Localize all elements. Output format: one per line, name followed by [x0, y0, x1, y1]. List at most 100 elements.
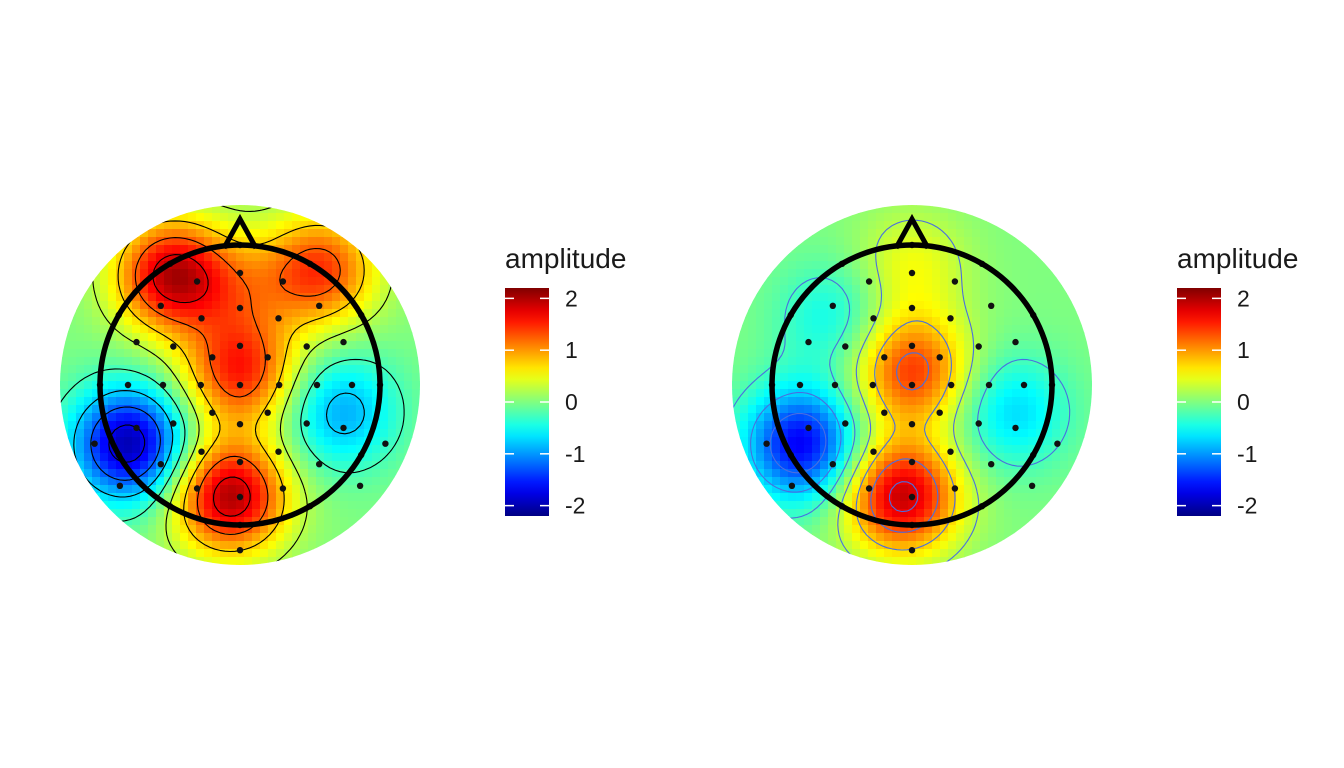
electrode-dot: [236, 342, 244, 349]
colorbar-tick-label: -2: [565, 493, 585, 519]
head-circle: [769, 242, 1055, 528]
colorbar-tick-label: 0: [565, 389, 578, 415]
electrode-dot: [908, 342, 916, 349]
electrode-dot: [116, 482, 124, 489]
electrode-dot: [951, 485, 959, 492]
electrode-dot: [264, 409, 271, 416]
electrode-dot: [763, 440, 770, 447]
electrode-dot: [316, 302, 323, 309]
electrode-dot: [209, 409, 216, 416]
electrode-dot: [870, 315, 877, 322]
electrode-dot: [788, 482, 796, 489]
electrode-dot: [796, 381, 804, 389]
contour-line: [134, 237, 341, 535]
electrode-dot: [988, 302, 995, 309]
nose-marker: [893, 213, 931, 250]
electrode-dot: [197, 381, 204, 389]
electrode-dot: [157, 302, 164, 309]
electrode-dot: [829, 302, 836, 309]
electrode-dot: [133, 338, 140, 346]
colorbar-tick-label: 1: [1237, 337, 1250, 363]
electrode-dot: [303, 343, 310, 350]
electrode-dot: [805, 424, 812, 432]
electrode-dot: [170, 343, 177, 350]
contour-line: [837, 219, 980, 565]
electrode-dot: [264, 354, 271, 361]
electrode-dot: [236, 458, 244, 466]
legend-title: amplitude: [1177, 243, 1298, 274]
electrode-dot: [985, 381, 993, 389]
electrode-dot: [236, 547, 244, 554]
electrode-dot: [303, 420, 310, 427]
contour-line: [888, 481, 919, 513]
electrode-dot: [988, 461, 995, 468]
electrode-dot: [947, 315, 954, 322]
electrode-dot: [340, 424, 347, 432]
electrode-dot: [948, 381, 955, 389]
colorbar-tick-label: 2: [565, 285, 578, 311]
electrode-dot: [881, 409, 888, 416]
contour-line: [870, 352, 939, 533]
nose-marker: [221, 213, 259, 250]
electrode-dot: [805, 338, 812, 346]
electrode-dot: [951, 278, 959, 285]
colorbar-tick-label: -1: [565, 441, 585, 467]
electrode-dot: [1054, 440, 1061, 447]
electrode-dot: [198, 315, 205, 322]
electrode-dot: [908, 458, 916, 466]
electrode-dot: [908, 269, 916, 277]
electrode-dot: [124, 381, 132, 389]
electrode-dot: [865, 485, 873, 492]
electrode-dot: [1028, 482, 1036, 489]
colorbar-tick-label: -2: [1237, 493, 1257, 519]
topoplot-panel-left: amplitude 2 1 0 -1 -2: [60, 205, 626, 565]
electrode-dot: [869, 381, 876, 389]
electrode-dot: [829, 461, 836, 468]
electrode-dot: [340, 338, 347, 346]
electrode-dot: [870, 448, 877, 455]
electrode-dot: [279, 278, 287, 285]
electrode-dot: [908, 304, 916, 312]
electrode-dot: [936, 409, 943, 416]
electrode-dot: [382, 440, 389, 447]
colorbar-legend: amplitude 2 1 0 -1 -2: [505, 243, 626, 519]
electrode-dot: [908, 547, 916, 554]
contour-line: [152, 254, 251, 517]
legend-title: amplitude: [505, 243, 626, 274]
electrode-dot: [908, 381, 916, 389]
electrode-dot: [209, 354, 216, 361]
colorbar-tick-label: -1: [1237, 441, 1257, 467]
electrode-dot: [198, 448, 205, 455]
electrode-dot: [193, 278, 201, 285]
electrode-dot: [316, 461, 323, 468]
electrode-dot: [157, 461, 164, 468]
electrode-dot: [865, 278, 873, 285]
electrode-dot: [1020, 381, 1028, 389]
electrode-dot: [236, 381, 244, 389]
electrode-dot: [193, 485, 201, 492]
electrode-dot: [1012, 338, 1019, 346]
electrode-dot: [275, 315, 282, 322]
colorbar-legend: amplitude 2 1 0 -1 -2: [1177, 243, 1298, 519]
electrode-dot: [831, 381, 839, 389]
electrode-dot: [1012, 424, 1019, 432]
electrode-dot: [236, 493, 244, 501]
electrode-dot: [313, 381, 321, 389]
contour-line: [90, 406, 161, 481]
colorbar-tick-label: 2: [1237, 285, 1250, 311]
electrode-dot: [275, 448, 282, 455]
electrode-dot: [842, 420, 849, 427]
electrode-dot: [276, 381, 283, 389]
electrode-dot: [279, 485, 287, 492]
electrode-dot: [908, 421, 916, 428]
head-outline: [97, 213, 383, 528]
electrode-dot: [91, 440, 98, 447]
electrode-dot: [236, 421, 244, 428]
head-outline: [769, 213, 1055, 528]
contour-line: [750, 391, 842, 493]
electrode-dot: [908, 493, 916, 501]
electrode-dot: [159, 381, 167, 389]
electrode-dot: [170, 420, 177, 427]
electrode-dot: [236, 304, 244, 312]
